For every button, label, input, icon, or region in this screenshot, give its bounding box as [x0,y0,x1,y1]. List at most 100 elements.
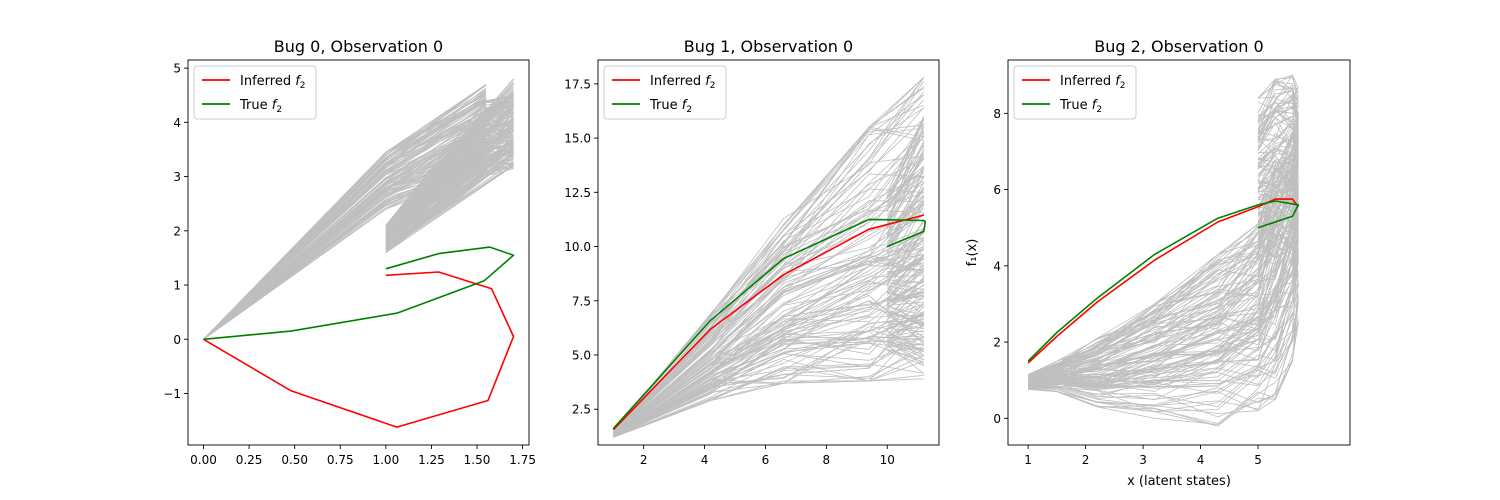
sample-line [612,168,925,434]
x-tick-label: 8 [823,453,831,467]
sample-line [1028,189,1299,391]
legend-label: True f2 [1059,98,1102,115]
legend-label-subscript: 2 [300,81,306,91]
legend-label-subscript: 2 [1096,105,1102,115]
y-tick-label: 2 [173,224,181,238]
legend-label-text: Inferred [650,74,701,89]
inferred-f2-line [612,214,924,431]
legend-label-f: f [268,98,279,113]
legend-label: True f2 [649,98,692,115]
y-tick-label: 3 [173,170,181,184]
sample-line [1028,149,1299,382]
sample-line [1027,78,1299,376]
y-tick-label: 5 [173,62,181,76]
sample-line [612,264,925,436]
y-tick-label: 8 [993,107,1001,121]
legend-label-subscript: 2 [686,105,692,115]
y-tick-label: 17.5 [564,77,591,91]
legend-label: True f2 [239,98,282,115]
chart-panel-0: 0.00 0.25 0.50 0.75 1.00 1.25 1.50 1.75 −1 0 1 2 3 4 5… [163,37,536,467]
sample-line [613,330,925,438]
inferred-f2-line [1027,198,1299,364]
sample-line [1028,224,1299,408]
legend-label-text: Inferred [240,74,291,89]
sample-line [613,307,924,437]
legend-label-f: f [1111,74,1122,89]
legend-label-subscript: 2 [276,105,282,115]
sample-line [1028,235,1299,427]
y-tick-label: 12.5 [564,186,591,200]
sample-line [1028,158,1299,383]
sample-line [1028,214,1299,387]
x-tick-label: 0.00 [190,453,217,467]
x-tick-label: 5 [1254,453,1262,467]
sample-lines [612,77,925,438]
sample-line [1027,109,1299,379]
y-tick-label: 1 [173,279,181,293]
x-tick-label: 1.00 [372,453,399,467]
plot-area [612,77,927,438]
sample-line [1027,138,1299,380]
chart-panel-2: 1 2 3 4 5 0 2 4 6 8 Bug 2, Observation 0 x (latent … [965,37,1351,489]
y-tick-label: 4 [173,116,181,130]
x-tick-label: 1 [1024,453,1032,467]
legend-label-text: Inferred [1060,74,1111,89]
legend-label-text: True [239,98,268,113]
sample-line [203,110,514,340]
y-tick-label: 0 [173,333,181,347]
plot-area [203,78,515,428]
x-tick-label: 6 [762,453,770,467]
sample-line [1027,147,1299,382]
sample-line [613,335,925,438]
x-tick-label: 1.75 [509,453,536,467]
y-tick-label: −1 [163,387,181,401]
x-tick-label: 3 [1139,453,1147,467]
sample-line [612,233,924,436]
sample-line [1028,147,1299,381]
x-tick-label: 10 [880,453,895,467]
sample-line [612,310,924,437]
chart-title: Bug 1, Observation 0 [684,37,853,56]
sample-line [612,219,925,436]
inferred-f2-line [203,271,515,428]
y-tick-label: 2.5 [572,403,591,417]
sample-line [203,146,514,340]
legend-label-subscript: 2 [710,81,716,91]
sample-line [1027,107,1299,378]
x-axis-label: x (latent states) [1127,474,1231,489]
sample-lines [1027,74,1299,427]
y-tick-label: 15.0 [564,132,591,146]
sample-line [612,169,925,434]
x-tick-label: 0.25 [236,453,263,467]
true-f2-line [612,218,927,430]
true-f2-line [1027,200,1300,362]
sample-line [612,232,925,436]
sample-lines [203,78,514,340]
sample-line [613,317,924,438]
y-tick-label: 5.0 [572,348,591,362]
x-tick-label: 2 [1082,453,1090,467]
sample-line [1028,245,1299,427]
sample-line [613,292,925,437]
legend-label: Inferred f2 [240,74,306,91]
x-tick-label: 0.50 [281,453,308,467]
sample-line [203,118,514,340]
y-tick-label: 0 [993,412,1001,426]
sample-line [613,304,924,437]
axes-frame [187,59,530,446]
sample-line [1027,95,1299,378]
legend-label-f: f [1088,98,1099,113]
legend-label-text: True [1059,98,1088,113]
sample-line [612,77,925,433]
legend-label: Inferred f2 [1060,74,1126,91]
legend-label-text: True [649,98,678,113]
y-tick-label: 4 [993,259,1001,273]
legend-label-subscript: 2 [1120,81,1126,91]
x-tick-label: 1.25 [418,453,445,467]
y-tick-label: 6 [993,183,1001,197]
y-tick-label: 7.5 [572,294,591,308]
x-tick-label: 2 [640,453,648,467]
y-tick-label: 10.0 [564,240,591,254]
